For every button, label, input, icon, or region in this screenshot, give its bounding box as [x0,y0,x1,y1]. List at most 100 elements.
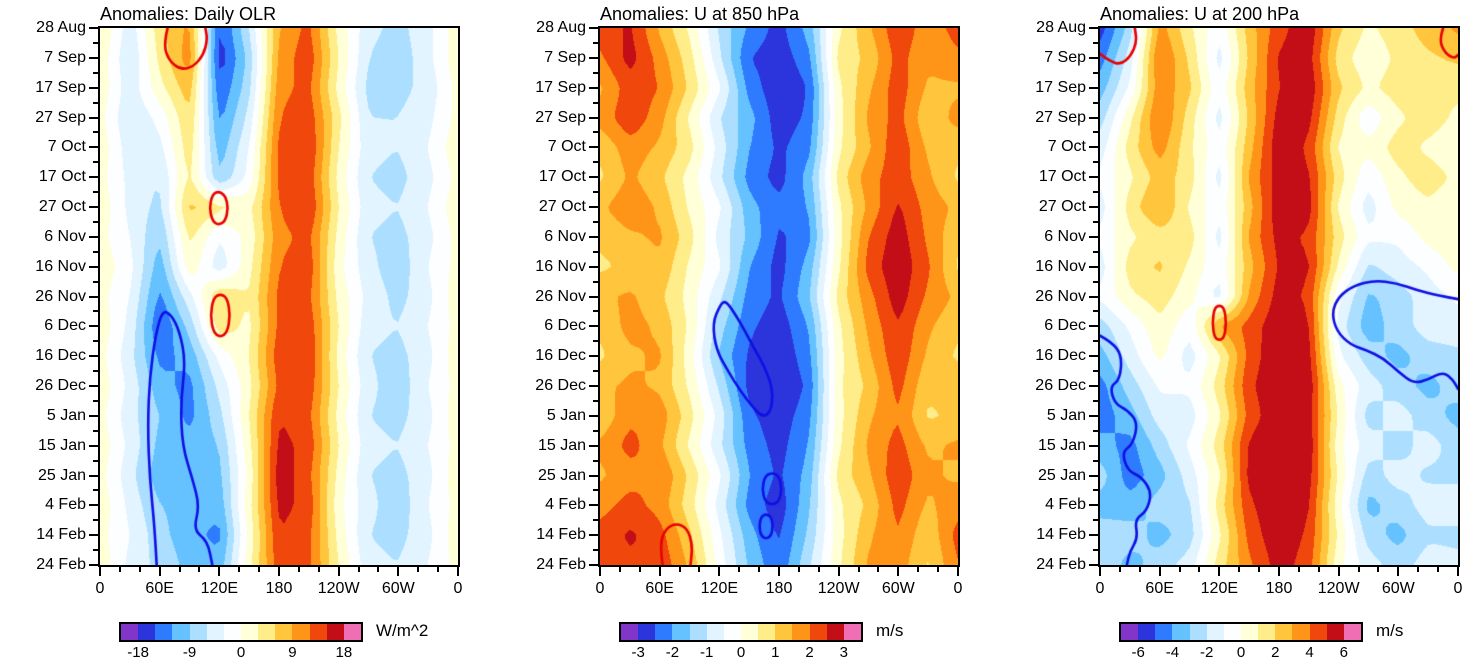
y-tick-label: 15 Jan [37,436,86,454]
y-tick-label: 5 Jan [46,406,86,424]
colorbar-segment [758,624,776,640]
y-minor-tick [1093,71,1098,74]
y-minor-tick [93,459,98,462]
y-minor-tick [93,41,98,44]
y-major-tick [1089,146,1098,149]
colorbar [119,622,363,642]
y-minor-tick [593,459,598,462]
x-minor-tick [1198,567,1201,572]
y-minor-tick [93,489,98,492]
y-tick-label: 26 Nov [1035,287,1086,305]
y-tick-label: 27 Oct [538,198,586,215]
y-major-tick [589,414,598,417]
y-major-tick [1089,295,1098,298]
y-tick-label: 16 Dec [535,347,586,365]
colorbar-segment [775,624,793,640]
y-minor-tick [93,71,98,74]
y-major-tick [89,474,98,477]
colorbar-segment [326,624,344,640]
colorbar-tick-label: 2 [805,644,814,661]
colorbar-segment [275,624,293,640]
x-minor-tick [638,567,641,572]
x-minor-tick [937,567,940,572]
y-tick-label: 6 Nov [544,227,586,245]
x-minor-tick [1138,567,1141,572]
colorbar-segment [706,624,724,640]
colorbar-tick-label: -2 [1200,644,1214,661]
heatmap-canvas [1100,28,1458,565]
colorbar-segment [1258,624,1276,640]
x-minor-tick [198,567,201,572]
x-minor-tick [738,567,741,572]
y-minor-tick [93,191,98,194]
y-minor-tick [1093,429,1098,432]
x-minor-tick [317,567,320,572]
y-major-tick [1089,355,1098,358]
y-minor-tick [1093,310,1098,313]
x-minor-tick [238,567,241,572]
y-minor-tick [93,131,98,134]
x-minor-tick [917,567,920,572]
x-tick-label: 60W [881,580,915,597]
y-tick-label: 17 Sep [1035,78,1086,96]
colorbar-segment [843,624,861,640]
y-tick-label: 26 Dec [35,377,86,394]
x-minor-tick [297,567,300,572]
colorbar-segment [138,624,156,640]
x-tick-label: 0 [953,580,963,597]
y-minor-tick [93,519,98,522]
x-minor-tick [1317,567,1320,572]
y-minor-tick [593,220,598,223]
colorbar-tick-label: 9 [288,644,297,661]
y-tick-label: 25 Jan [1037,466,1086,484]
y-minor-tick [593,340,598,343]
x-tick-label: 60E [645,580,674,597]
colorbar-segment [1275,624,1293,640]
y-tick-label: 6 Nov [44,227,86,245]
y-tick-label: 27 Sep [35,108,86,126]
x-minor-tick [797,567,800,572]
colorbar-segment [292,624,310,640]
x-major-tick [778,567,780,576]
y-tick-label: 16 Dec [1035,347,1086,365]
colorbar-segment [740,624,759,640]
colorbar-segment [1206,624,1224,640]
x-tick-label: 0 [595,580,605,597]
x-minor-tick [1357,567,1360,572]
y-tick-label: 27 Oct [1038,198,1086,215]
colorbar-tick-label: -1 [700,644,714,661]
y-major-tick [589,534,598,537]
x-minor-tick [1118,567,1121,572]
x-tick-label: 120E [700,580,739,597]
y-tick-label: 5 Jan [546,406,586,424]
colorbar-segment [689,624,707,640]
x-tick-label: 120W [817,580,860,597]
y-minor-tick [593,191,598,194]
colorbar-segment [655,624,673,640]
x-minor-tick [178,567,181,572]
y-minor-tick [593,41,598,44]
y-tick-label: 7 Oct [47,138,86,156]
colorbar-segment [1189,624,1207,640]
y-major-tick [589,146,598,149]
y-tick-label: 16 Dec [35,347,86,365]
y-tick-label: 25 Jan [37,466,86,484]
y-tick-label: 17 Oct [1038,168,1086,186]
y-tick-label: 16 Nov [1035,257,1086,275]
y-tick-label: 26 Nov [535,287,586,305]
x-tick-label: 0 [453,580,463,597]
y-minor-tick [593,280,598,283]
x-major-tick [1218,567,1221,576]
panel-title: Anomalies: Daily OLR [100,4,277,24]
y-major-tick [89,534,98,537]
x-tick-label: 180 [1265,580,1293,597]
x-major-tick [658,567,661,576]
y-minor-tick [593,549,598,552]
x-major-tick [337,567,340,576]
y-minor-tick [593,429,598,432]
y-major-tick [89,27,98,29]
y-minor-tick [1093,399,1098,402]
x-tick-label: 120W [317,580,360,597]
colorbar-segment [309,624,327,640]
y-tick-label: 17 Oct [38,168,86,186]
